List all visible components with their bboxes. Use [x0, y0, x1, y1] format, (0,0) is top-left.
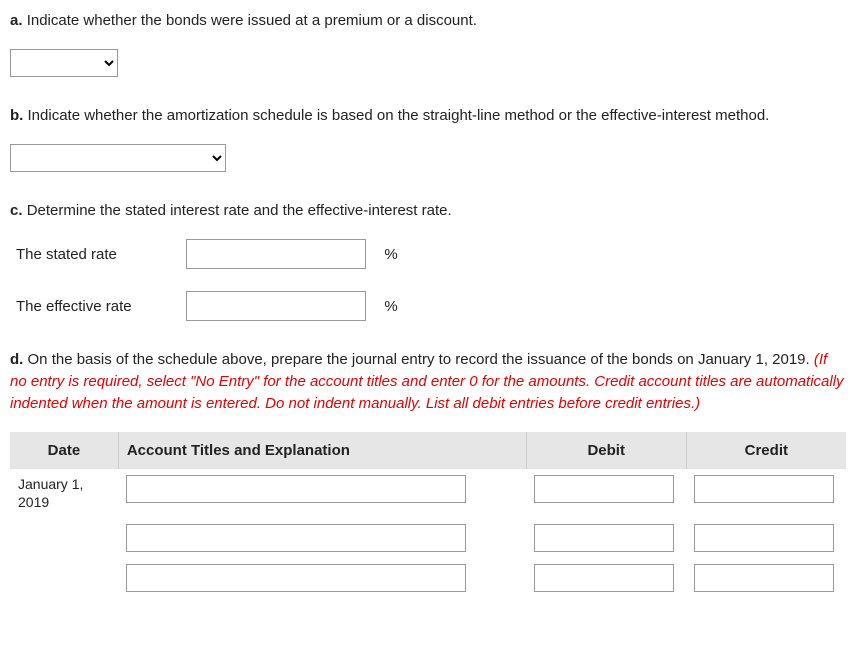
question-a-text: a. Indicate whether the bonds were issue…: [10, 10, 846, 31]
question-c: c. Determine the stated interest rate an…: [10, 200, 846, 321]
credit-input[interactable]: [694, 475, 834, 503]
effective-rate-label: The effective rate: [16, 298, 186, 315]
debit-input[interactable]: [534, 475, 674, 503]
amortization-method-select[interactable]: [10, 144, 226, 172]
stated-rate-input[interactable]: [186, 239, 366, 269]
effective-rate-input[interactable]: [186, 291, 366, 321]
question-b-body: Indicate whether the amortization schedu…: [28, 107, 770, 124]
credit-input[interactable]: [694, 524, 834, 552]
stated-rate-label: The stated rate: [16, 246, 186, 263]
journal-entry-table: Date Account Titles and Explanation Debi…: [10, 432, 846, 597]
question-b-text: b. Indicate whether the amortization sch…: [10, 105, 846, 126]
debit-input[interactable]: [534, 524, 674, 552]
date-cell: January 1, 2019: [10, 469, 118, 517]
premium-discount-select[interactable]: [10, 49, 118, 77]
table-row: [10, 518, 846, 558]
table-header-row: Date Account Titles and Explanation Debi…: [10, 432, 846, 469]
stated-rate-unit: %: [376, 246, 406, 263]
debit-input[interactable]: [534, 564, 674, 592]
question-d: d. On the basis of the schedule above, p…: [10, 349, 846, 598]
table-row: [10, 558, 846, 598]
question-c-body: Determine the stated interest rate and t…: [27, 202, 452, 219]
question-a-letter: a.: [10, 12, 23, 29]
col-credit-header: Credit: [686, 432, 846, 469]
question-a-body: Indicate whether the bonds were issued a…: [27, 12, 477, 29]
question-c-text: c. Determine the stated interest rate an…: [10, 200, 846, 221]
account-title-input[interactable]: [126, 564, 466, 592]
table-row: January 1, 2019: [10, 469, 846, 517]
question-d-letter: d.: [10, 351, 23, 368]
effective-rate-unit: %: [376, 298, 406, 315]
question-b-letter: b.: [10, 107, 23, 124]
credit-input[interactable]: [694, 564, 834, 592]
account-title-input[interactable]: [126, 524, 466, 552]
col-date-header: Date: [10, 432, 118, 469]
col-acct-header: Account Titles and Explanation: [118, 432, 526, 469]
rate-grid: The stated rate % The effective rate %: [16, 239, 846, 321]
question-d-text: d. On the basis of the schedule above, p…: [10, 349, 846, 414]
question-c-letter: c.: [10, 202, 23, 219]
account-title-input[interactable]: [126, 475, 466, 503]
question-d-black: On the basis of the schedule above, prep…: [28, 351, 810, 368]
question-b: b. Indicate whether the amortization sch…: [10, 105, 846, 172]
question-a: a. Indicate whether the bonds were issue…: [10, 10, 846, 77]
col-debit-header: Debit: [526, 432, 686, 469]
